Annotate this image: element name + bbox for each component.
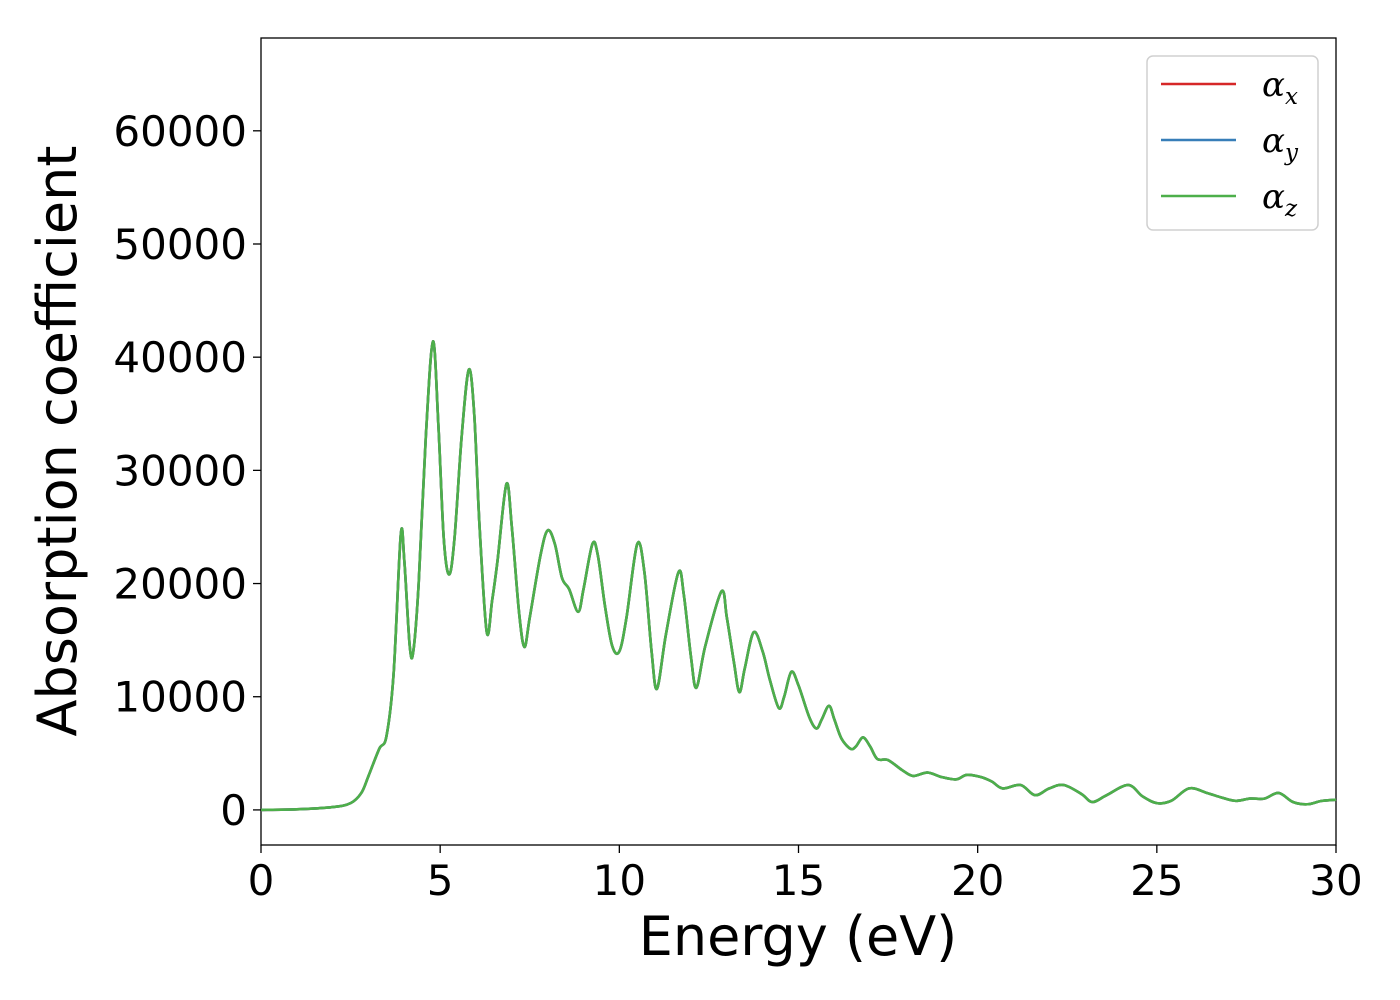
series-lines (260, 340, 1337, 812)
series-line-y (260, 340, 1337, 812)
x-tick-label: 30 (1309, 856, 1362, 905)
x-tick-label: 10 (593, 856, 646, 905)
x-tick-label: 20 (951, 856, 1004, 905)
x-axis-title: Energy (eV) (639, 905, 958, 968)
y-tick-label: 40000 (113, 333, 247, 382)
x-axis-ticks: 0 5 10 15 20 25 30 (248, 845, 1363, 905)
legend-label-subscript: y (1284, 140, 1299, 166)
y-tick-label: 60000 (113, 107, 247, 156)
series-line-x (260, 340, 1337, 812)
series-line-z (260, 340, 1337, 812)
x-tick-label: 5 (427, 856, 454, 905)
x-tick-label: 15 (772, 856, 825, 905)
legend-label-subscript: x (1285, 84, 1298, 110)
x-tick-label: 0 (248, 856, 275, 905)
y-axis-ticks: 0 10000 20000 30000 40000 50000 60000 (113, 107, 261, 835)
y-tick-label: 30000 (113, 446, 247, 495)
y-tick-label: 20000 (113, 560, 247, 609)
y-tick-label: 50000 (113, 220, 247, 269)
y-tick-label: 10000 (113, 673, 247, 722)
legend-frame (1146, 55, 1319, 231)
y-axis-title: Absorption coefficient (26, 146, 89, 737)
x-tick-label: 25 (1130, 856, 1183, 905)
legend-label-subscript: z (1284, 196, 1298, 222)
y-tick-label: 0 (220, 786, 247, 835)
